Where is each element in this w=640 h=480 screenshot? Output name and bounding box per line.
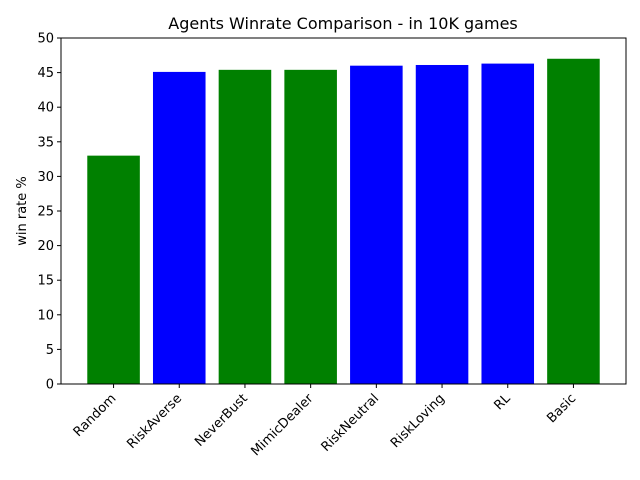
y-tick-label: 5 <box>46 343 54 358</box>
y-tick-label: 10 <box>37 308 54 323</box>
y-axis-label: win rate % <box>15 176 30 246</box>
bar-riskaverse <box>152 71 206 384</box>
y-tick-label: 25 <box>37 205 54 220</box>
x-tick-label: RiskLoving <box>388 391 448 451</box>
x-tick-label: RiskAverse <box>124 391 185 452</box>
bar-rl <box>481 63 535 384</box>
chart-title: Agents Winrate Comparison - in 10K games <box>168 14 518 33</box>
bar-neverbust <box>218 69 272 384</box>
y-tick-label: 40 <box>37 101 54 116</box>
plot-frame <box>60 37 627 385</box>
bar-basic <box>547 58 600 384</box>
bar-mimicdealer <box>284 69 337 384</box>
bar-random <box>87 155 140 384</box>
y-tick-label: 35 <box>37 135 54 150</box>
y-tick-label: 45 <box>37 66 54 81</box>
bar-riskloving <box>415 64 469 385</box>
y-tick-label: 30 <box>37 170 54 185</box>
bar-riskneutral <box>350 65 403 385</box>
y-tick-label: 20 <box>37 239 54 254</box>
x-tick-label: MimicDealer <box>248 391 316 459</box>
x-tick-label: RiskNeutral <box>319 391 383 455</box>
y-tick-label: 15 <box>37 274 54 289</box>
x-tick-label: NeverBust <box>192 391 251 450</box>
y-axis-ticks: 0 5 10 15 20 25 30 35 40 45 50 <box>37 32 61 393</box>
y-tick-label: 50 <box>37 32 54 47</box>
x-tick-label: RL <box>491 391 514 414</box>
y-tick-label: 0 <box>46 378 54 393</box>
bars-group <box>87 58 600 385</box>
x-tick-label: Random <box>71 391 120 440</box>
x-tick-label: Basic <box>544 391 579 426</box>
